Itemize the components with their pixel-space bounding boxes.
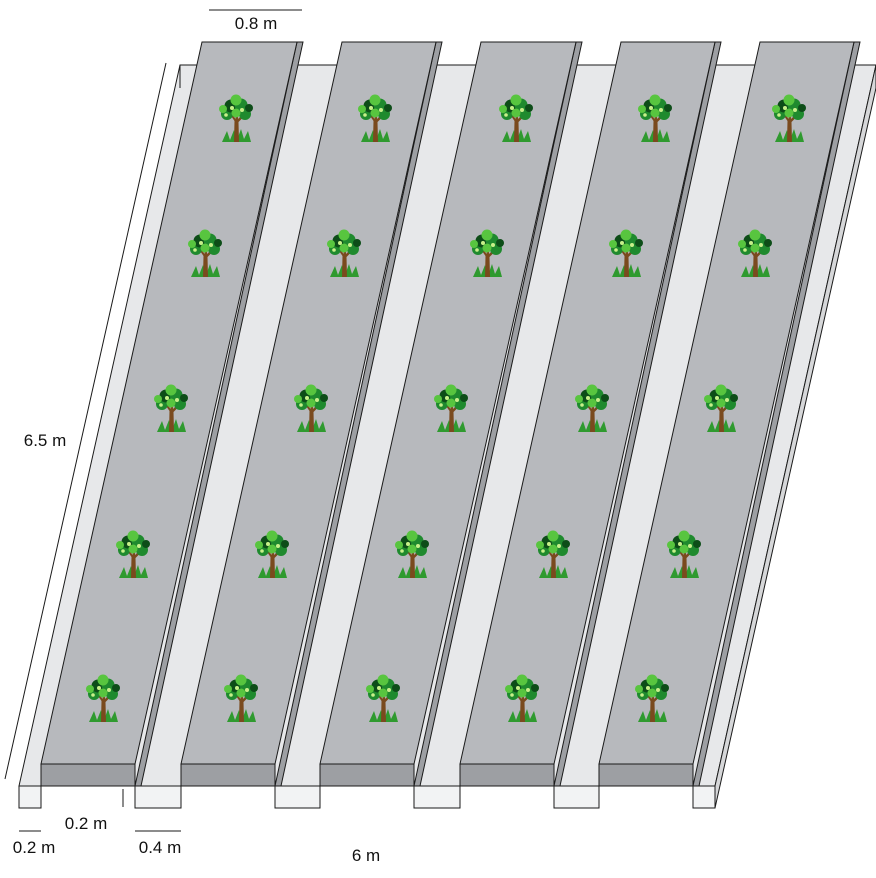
base-front-segment — [692, 785, 716, 809]
length-label: 6.5 m — [24, 431, 67, 450]
raise-height-label: 0.2 m — [65, 814, 108, 833]
gap-width-label: 0.4 m — [139, 838, 182, 857]
dimension-lines — [4, 9, 302, 832]
bed-right-side — [274, 41, 443, 787]
length-dimension-line — [4, 62, 167, 780]
base-front-segment — [274, 785, 321, 809]
base-front-segment — [134, 785, 182, 809]
bed-front-face — [319, 763, 415, 787]
bed-front-face — [40, 763, 136, 787]
bed-width-label: 0.8 m — [235, 14, 278, 33]
bed-right-side — [134, 41, 304, 787]
total-width-label: 6 m — [352, 846, 380, 865]
bed-right-side — [692, 41, 861, 787]
bed-front-face — [180, 763, 276, 787]
bed-front-face — [598, 763, 694, 787]
base-edge-label: 0.2 m — [13, 838, 56, 857]
bed-right-side — [553, 41, 722, 787]
base-front-segment — [413, 785, 461, 809]
base-front-segment — [553, 785, 600, 809]
bed-front-face — [459, 763, 555, 787]
base-front-segment — [18, 785, 42, 809]
bed-right-side — [413, 41, 583, 787]
